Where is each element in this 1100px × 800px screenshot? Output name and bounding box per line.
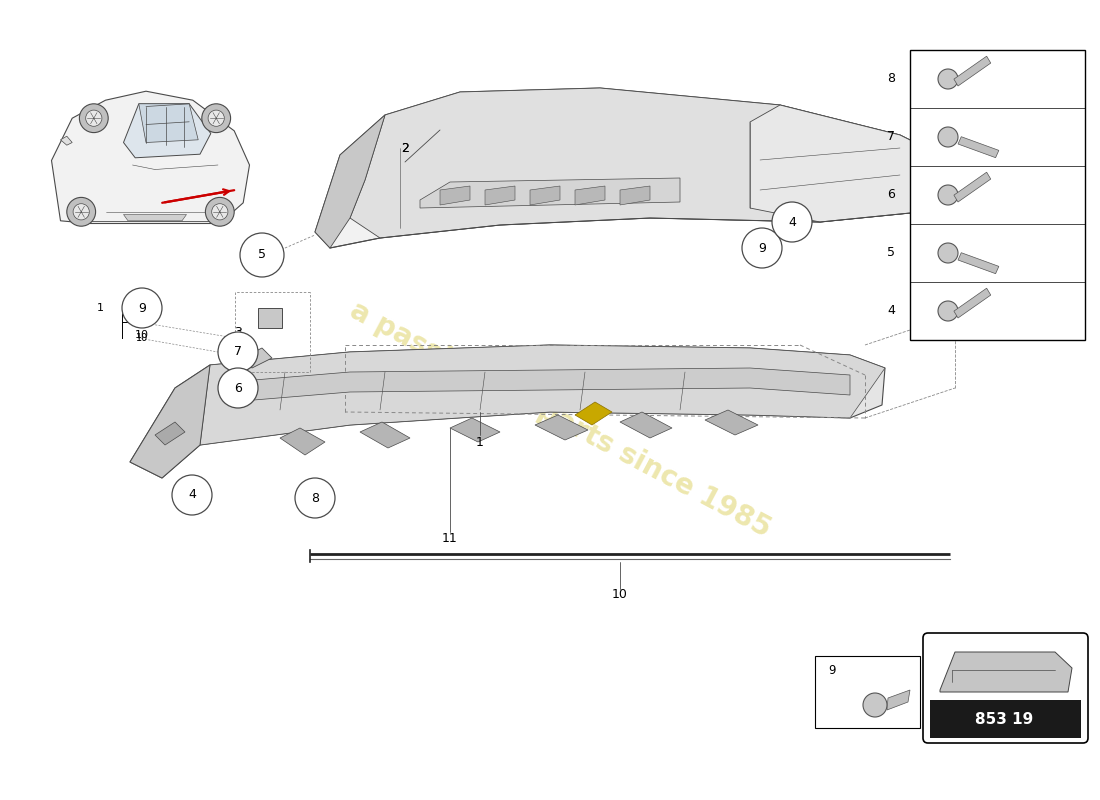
Polygon shape [575,186,605,205]
Polygon shape [230,368,850,402]
Circle shape [938,243,958,263]
Polygon shape [200,345,886,445]
Polygon shape [958,137,999,158]
Polygon shape [954,56,991,86]
Text: 3: 3 [234,326,242,338]
Polygon shape [530,186,560,205]
Circle shape [218,332,258,372]
Circle shape [206,198,234,226]
Polygon shape [485,186,515,205]
Circle shape [218,368,258,408]
Circle shape [938,69,958,89]
Polygon shape [705,410,758,435]
Text: 9: 9 [139,302,146,314]
Polygon shape [940,652,1072,692]
Text: res: res [829,119,1050,241]
Polygon shape [535,415,589,440]
Text: 6: 6 [234,382,242,394]
Text: 6: 6 [887,189,895,202]
Text: 4: 4 [788,215,796,229]
Circle shape [295,478,336,518]
Text: 5: 5 [258,249,266,262]
Polygon shape [130,345,886,478]
Circle shape [211,204,228,220]
Text: 9: 9 [828,663,836,677]
Circle shape [67,198,96,226]
Circle shape [79,104,108,133]
Circle shape [86,110,102,126]
Bar [930,700,1081,738]
Polygon shape [123,214,187,221]
Polygon shape [258,308,282,328]
Circle shape [938,185,958,205]
Polygon shape [139,104,198,142]
Circle shape [122,288,162,328]
Polygon shape [420,178,680,208]
Text: 2: 2 [402,142,409,154]
Circle shape [742,228,782,268]
Polygon shape [242,348,272,368]
Polygon shape [620,412,672,438]
Circle shape [208,110,224,126]
Text: 1: 1 [476,435,484,449]
Polygon shape [155,422,185,445]
Polygon shape [450,418,500,442]
Text: 7: 7 [887,130,895,143]
Polygon shape [620,186,650,205]
Bar [815,656,920,728]
Polygon shape [52,91,250,223]
Text: 10: 10 [612,589,628,602]
Text: 10: 10 [136,333,149,343]
Circle shape [73,204,89,220]
Text: 4: 4 [887,305,895,318]
Text: 9: 9 [758,242,766,254]
Circle shape [864,693,887,717]
Polygon shape [575,402,612,425]
Polygon shape [954,288,991,318]
Polygon shape [130,365,210,478]
Circle shape [938,127,958,147]
Bar [910,50,1085,340]
Polygon shape [750,105,960,222]
Circle shape [172,475,212,515]
Polygon shape [60,136,73,146]
Text: 853 19: 853 19 [975,713,1033,727]
Polygon shape [440,186,470,205]
Text: 5: 5 [887,246,895,259]
Circle shape [938,301,958,321]
FancyBboxPatch shape [923,633,1088,743]
Text: 7: 7 [234,346,242,358]
Polygon shape [954,172,991,202]
Polygon shape [123,104,211,158]
Text: a passion for parts since 1985: a passion for parts since 1985 [344,297,776,543]
Polygon shape [887,690,910,710]
Circle shape [240,233,284,277]
Circle shape [201,104,231,133]
Text: 4: 4 [188,489,196,502]
Text: 1: 1 [97,303,103,313]
Text: 8: 8 [311,491,319,505]
Text: 11: 11 [442,531,458,545]
Polygon shape [280,428,324,455]
Polygon shape [315,115,385,248]
Polygon shape [315,88,970,248]
Polygon shape [958,253,999,274]
Text: 2: 2 [402,142,409,154]
Circle shape [772,202,812,242]
Text: 8: 8 [887,73,895,86]
Polygon shape [360,422,410,448]
Text: 10: 10 [135,330,149,340]
Polygon shape [350,88,960,238]
